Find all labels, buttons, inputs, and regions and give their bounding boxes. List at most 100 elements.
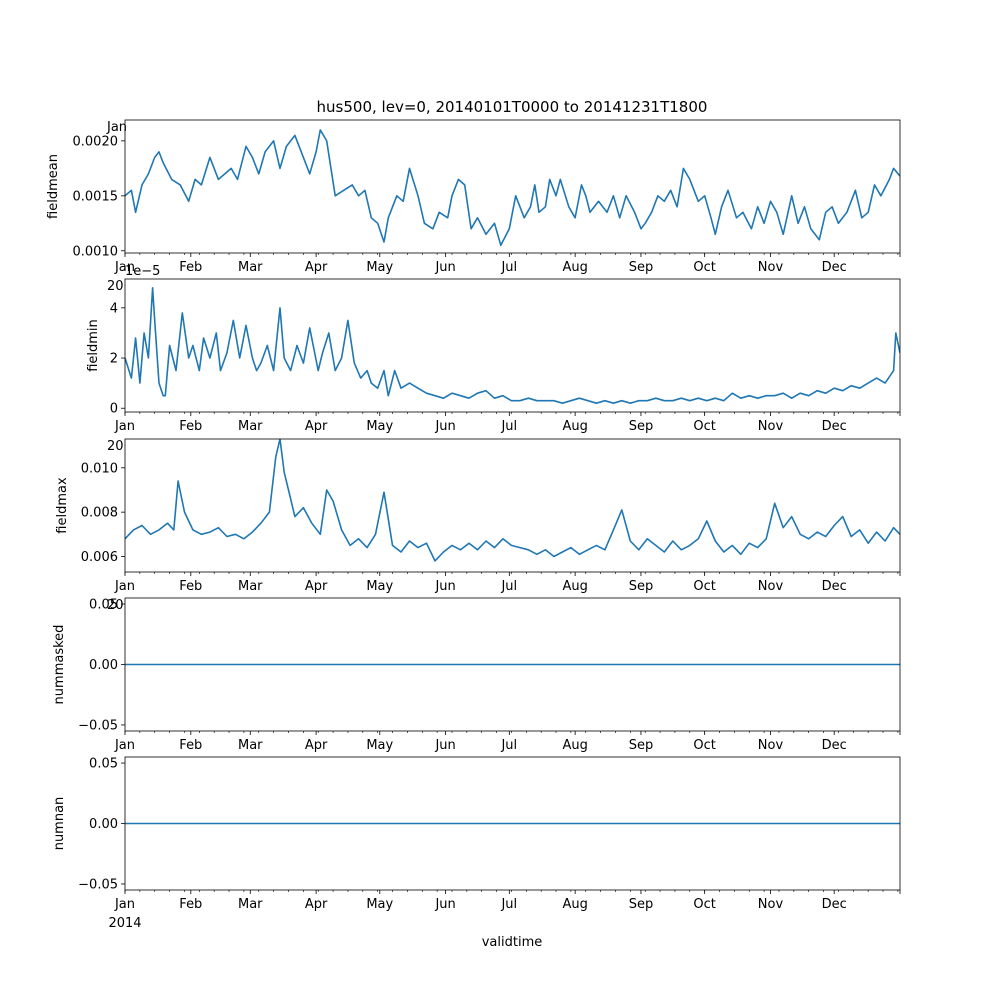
y-tick-label: 0.0020 [73,134,119,149]
x-tick-label: Apr [305,419,328,434]
x-tick-label: Jun [434,738,455,753]
y-tick-label: −0.05 [78,718,118,733]
figure-title: hus500, lev=0, 20140101T0000 to 20141231… [317,98,708,116]
x-tick-label: Apr [305,897,328,912]
x-tick-label: Feb [179,419,202,434]
x-tick-label: Jul [500,897,517,912]
y-tick-label: 0.0015 [73,189,119,204]
x-tick-label: Oct [693,579,715,594]
x-tick-label: Jun [434,579,455,594]
x-tick-label: Oct [693,260,715,275]
x-tick-label: Apr [305,738,328,753]
x-tick-label: Dec [822,897,847,912]
x-tick-label: Nov [758,738,784,753]
x-tick-label: Sep [629,738,654,753]
y-axis-label: numnan [52,797,67,851]
y-tick-label: 2 [110,352,118,367]
x-tick-label: Nov [758,419,784,434]
y-tick-label: 0 [110,402,118,417]
x-tick-label: Mar [238,260,263,275]
x-tick-label: May [366,419,393,434]
y-tick-label: 0.05 [89,598,118,613]
axes-frame [124,278,901,413]
axes-frame [124,438,901,573]
x-tick-label: Oct [693,897,715,912]
x-tick-label: Feb [179,897,202,912]
x-tick-label: Feb [179,260,202,275]
clipped-year-label: 20 [107,439,124,454]
x-tick-label: Sep [629,419,654,434]
x-tick-label: May [366,579,393,594]
x-tick-label: Mar [238,579,263,594]
x-tick-label: Sep [629,579,654,594]
x-tick-label: Jul [500,260,517,275]
x-tick-label: Mar [238,419,263,434]
x-tick-label: Oct [693,419,715,434]
clipped-year-label: Jan [106,120,127,135]
x-year-label: 2014 [108,916,141,931]
x-tick-label: Dec [822,738,847,753]
x-tick-label: Jan [114,260,135,275]
x-tick-label: May [366,738,393,753]
x-tick-label: Jan [114,897,135,912]
x-tick-label: Jul [500,738,517,753]
x-tick-label: Jul [500,579,517,594]
y-tick-label: 0.0010 [73,244,119,259]
x-tick-label: Jun [434,260,455,275]
x-tick-label: Aug [562,419,587,434]
x-tick-label: Apr [305,260,328,275]
panel-fieldmax: 0.006 0.008 0.010 Jan Feb Mar Apr May Jun Jul Aug S… [55,438,901,594]
panel-numnan: −0.05 0.00 0.05 Jan Feb Mar Apr May Jun Jul Aug Sep… [52,757,901,912]
y-axis-label: fieldmean [46,154,61,219]
series-line-fieldmax [125,439,900,562]
x-tick-label: Jan [114,579,135,594]
x-tick-label: May [366,260,393,275]
x-tick-label: Jul [500,419,517,434]
x-tick-label: Sep [629,260,654,275]
x-tick-label: Dec [822,579,847,594]
x-tick-label: Feb [179,738,202,753]
x-tick-label: Nov [758,897,784,912]
x-tick-label: Feb [179,579,202,594]
x-tick-label: Aug [562,738,587,753]
x-tick-label: Aug [562,897,587,912]
y-offset-label: 1e−5 [125,264,160,279]
clipped-year-label: 20 [107,279,124,294]
clipped-year-label: 20 [107,598,124,613]
x-tick-label: Dec [822,419,847,434]
y-tick-label: 0.00 [89,658,118,673]
panel-nummasked: −0.05 0.00 0.05 Jan Feb Mar Apr May Jun Jul Aug Sep… [52,598,901,753]
panel-fieldmin: 0 2 4 Jan Feb Mar Apr May Jun Jul Aug Sep Oct Nov Dec f… [86,264,901,434]
x-tick-label: Jan [114,738,135,753]
x-tick-label: Apr [305,579,328,594]
y-tick-label: 4 [110,301,118,316]
x-tick-label: Jan [114,419,135,434]
y-tick-label: 0.00 [89,817,118,832]
x-tick-label: Nov [758,579,784,594]
y-axis-label: nummasked [52,625,67,705]
x-tick-label: Dec [822,260,847,275]
x-tick-label: Jun [434,897,455,912]
x-tick-label: May [366,897,393,912]
x-tick-label: Oct [693,738,715,753]
x-tick-label: Mar [238,738,263,753]
x-tick-label: Sep [629,897,654,912]
series-line-fieldmin [125,286,900,405]
x-axis-label: validtime [482,935,543,950]
x-tick-label: Mar [238,897,263,912]
y-tick-label: 0.006 [81,550,118,565]
x-tick-label: Nov [758,260,784,275]
x-tick-label: Aug [562,260,587,275]
x-tick-label: Jun [434,419,455,434]
y-tick-label: 0.010 [81,461,118,476]
y-tick-label: 0.008 [81,506,118,521]
series-line-fieldmean [125,129,900,247]
y-tick-label: −0.05 [78,877,118,892]
x-tick-label: Aug [562,579,587,594]
y-tick-label: 0.05 [89,757,118,772]
axes-frame [124,119,901,254]
y-axis-label: fieldmin [86,319,101,372]
